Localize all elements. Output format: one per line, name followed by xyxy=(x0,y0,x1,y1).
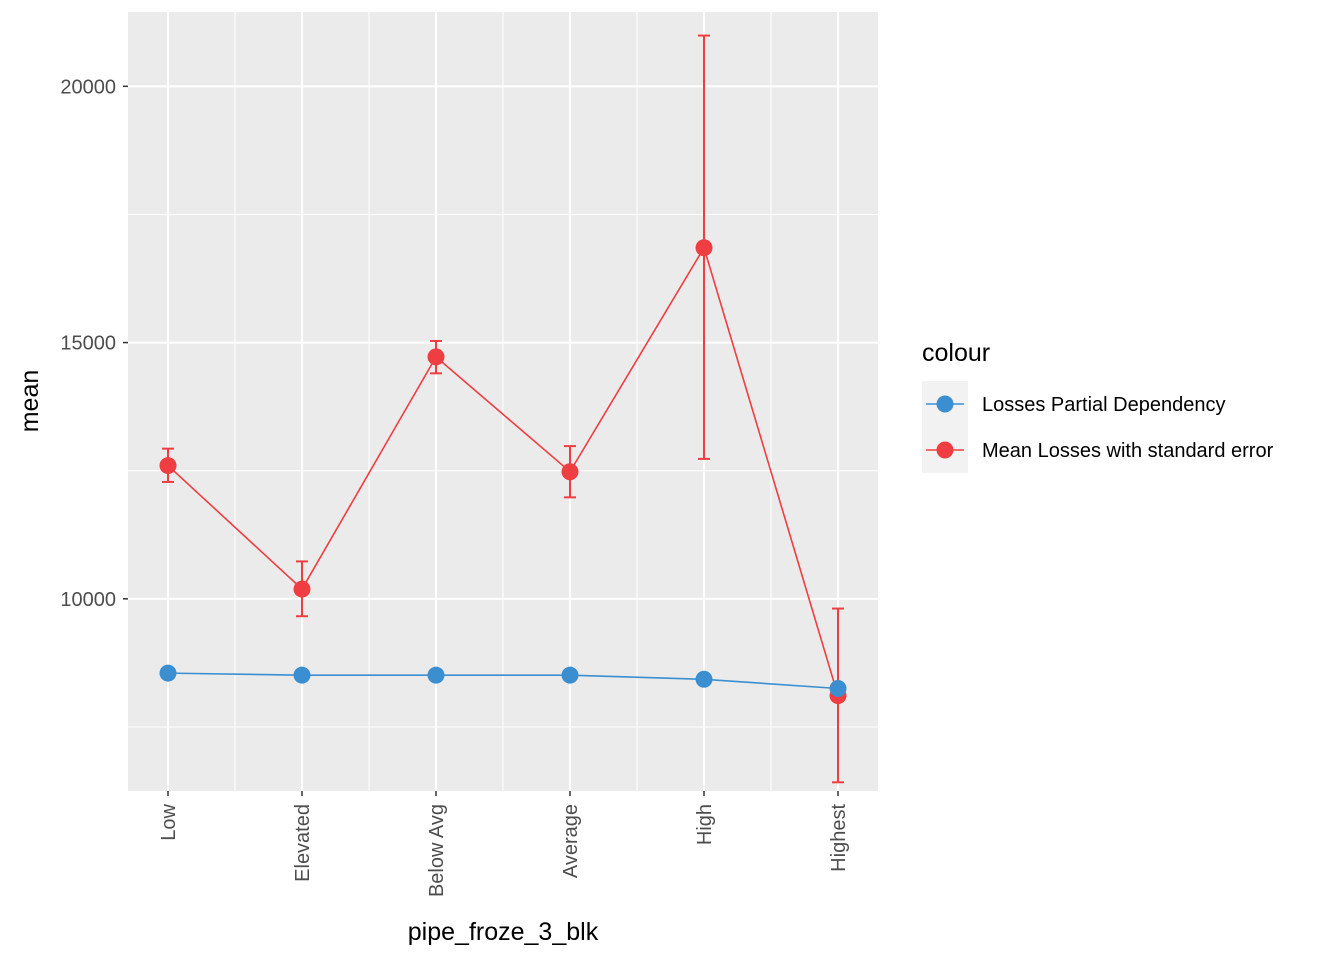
data-point xyxy=(427,348,445,366)
legend-items: Losses Partial Dependency Mean Losses wit… xyxy=(922,381,1274,473)
data-point xyxy=(293,580,311,598)
legend-key-point xyxy=(936,441,954,459)
legend-item: Losses Partial Dependency xyxy=(922,381,1225,427)
series-line xyxy=(167,245,839,696)
data-point xyxy=(427,666,445,684)
legend-label: Mean Losses with standard error xyxy=(982,440,1274,462)
series-layer xyxy=(159,34,847,784)
data-point xyxy=(159,457,177,475)
x-tick-label: Highest xyxy=(828,804,850,872)
data-point xyxy=(561,463,579,481)
series-1 xyxy=(159,34,847,784)
legend-title: colour xyxy=(922,339,990,367)
data-point xyxy=(829,680,847,697)
data-point xyxy=(159,664,177,682)
x-tick-label: Low xyxy=(158,803,180,840)
y-axis-title: mean xyxy=(16,370,44,433)
legend-item: Mean Losses with standard error xyxy=(922,427,1274,473)
x-tick-label: High xyxy=(694,804,716,845)
y-tick-label: 10000 xyxy=(60,589,116,611)
x-axis-title: pipe_froze_3_blk xyxy=(408,918,599,946)
legend: colour Losses Partial Dependency Mean Los… xyxy=(922,339,1274,473)
minor-gridlines xyxy=(128,12,878,791)
x-tick-label: Below Avg xyxy=(426,804,448,897)
series-line xyxy=(167,672,839,690)
y-tick-label: 20000 xyxy=(60,76,116,98)
x-tick-label: Elevated xyxy=(292,804,314,882)
x-axis: Low Elevated Below Avg Average High Highest xyxy=(158,791,850,897)
series-0 xyxy=(159,664,847,697)
y-tick-label: 15000 xyxy=(60,333,116,355)
legend-label: Losses Partial Dependency xyxy=(982,394,1225,416)
legend-key-point xyxy=(936,395,954,413)
data-point xyxy=(695,239,713,257)
y-axis: 10000 15000 20000 xyxy=(60,76,128,611)
data-point xyxy=(293,666,311,684)
data-point xyxy=(561,666,579,684)
data-point xyxy=(695,670,713,688)
x-tick-label: Average xyxy=(560,804,582,878)
